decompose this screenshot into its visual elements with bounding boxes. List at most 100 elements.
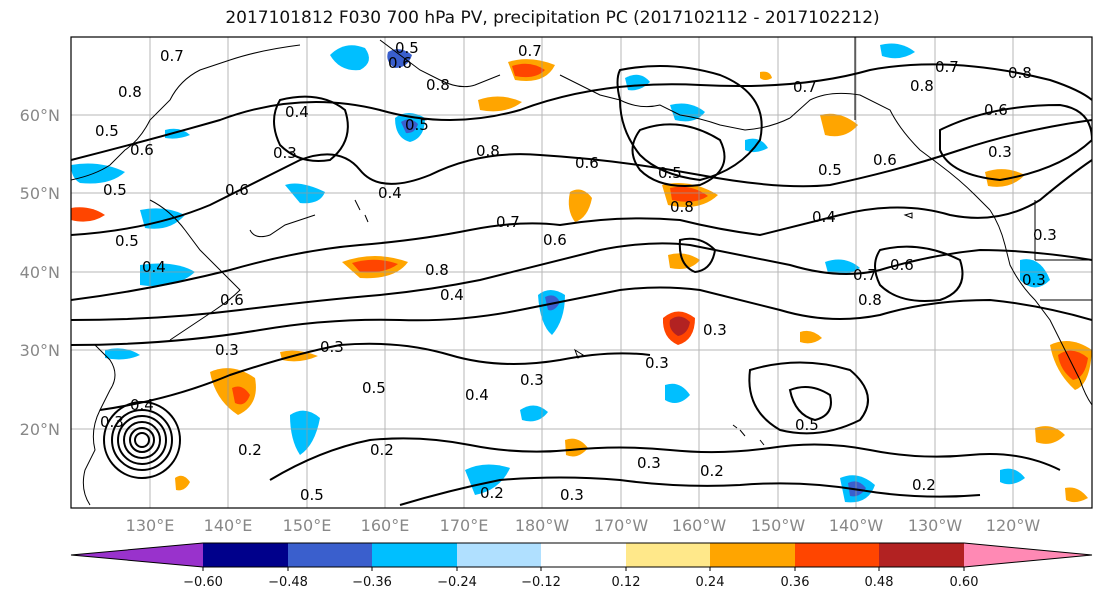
contour-label: 0.7: [853, 266, 877, 284]
contour-label: 0.2: [700, 462, 724, 480]
longitude-labels: 130°E 140°E 150°E 160°E 170°E 180°W 170°…: [126, 516, 1041, 535]
lon-label: 170°E: [440, 516, 489, 535]
precip-positive-patch: [175, 475, 190, 491]
precip-positive-patch: [1065, 487, 1088, 503]
contour-label: 0.6: [873, 151, 897, 169]
contour-label: 0.3: [645, 354, 669, 372]
contour-label: 0.6: [543, 231, 567, 249]
contour-label: 0.4: [285, 103, 309, 121]
contour-label: 0.8: [476, 142, 500, 160]
pv-contours: [71, 63, 1092, 506]
contour-label: 0.4: [812, 208, 836, 226]
colorbar-min-extension: [71, 543, 203, 567]
precip-positive-patch: [985, 169, 1025, 187]
contour-label: 0.3: [320, 338, 344, 356]
lon-label: 160°E: [361, 516, 410, 535]
precip-positive-patch: [1035, 426, 1065, 444]
contour-label: 0.5: [818, 161, 842, 179]
contour-label: 0.7: [935, 58, 959, 76]
lon-label: 180°W: [515, 516, 570, 535]
contour-labels: 0.7 0.5 0.6 0.8 0.7 0.8 0.5 0.6 0.4 0.3 …: [95, 39, 1057, 504]
contour-label: 0.7: [496, 213, 520, 231]
precip-negative-patch: [665, 383, 690, 404]
colorbar-segment: [457, 543, 541, 567]
precip-positive-patch: [568, 189, 592, 222]
contour-label: 0.4: [378, 184, 402, 202]
contour-label: 0.4: [440, 286, 464, 304]
colorbar-tick-label: −0.36: [352, 575, 392, 590]
contour-label: 0.6: [130, 141, 154, 159]
colorbar: −0.60 −0.48 −0.36 −0.24 −0.12 0.12 0.24 …: [70, 542, 1093, 590]
lon-label: 140°W: [829, 516, 884, 535]
colorbar-segment: [372, 543, 457, 567]
precip-positive-patch: [800, 330, 822, 344]
precip-positive-patch: [352, 259, 398, 273]
contour-label: 0.6: [575, 154, 599, 172]
precip-negative-patch: [387, 49, 412, 68]
colorbar-tick-label: 0.24: [696, 575, 725, 590]
contour-label: 0.8: [426, 76, 450, 94]
contour-label: 0.8: [118, 83, 142, 101]
contour-label: 0.3: [1033, 226, 1057, 244]
contour-label: 0.3: [703, 321, 727, 339]
contour-label: 0.3: [100, 413, 124, 431]
colorbar-tick-label: 0.12: [612, 575, 641, 590]
contour-label: 0.3: [520, 371, 544, 389]
contour-label: 0.5: [405, 116, 429, 134]
colorbar-tick-label: −0.48: [268, 575, 308, 590]
contour-label: 0.5: [115, 232, 139, 250]
cyclone-contours: [103, 401, 181, 479]
map-frame: [70, 36, 1093, 509]
contour-label: 0.8: [910, 77, 934, 95]
precip-positive-patch: [71, 207, 105, 222]
precip-positive-patch: [280, 350, 318, 362]
colorbar-tick-label: 0.36: [781, 575, 810, 590]
colorbar-segment: [710, 543, 795, 567]
precip-positive-patch: [760, 71, 772, 80]
precip-negative-patch: [1020, 259, 1050, 288]
contour-label: 0.6: [890, 256, 914, 274]
lat-label: 40°N: [20, 263, 60, 282]
lon-label: 170°W: [594, 516, 649, 535]
precip-negative-patch: [290, 410, 320, 455]
colorbar-segment: [203, 543, 288, 567]
precip-negative-patch: [670, 103, 705, 122]
contour-label: 0.7: [793, 78, 817, 96]
precip-negative-patch: [880, 43, 915, 59]
contour-label: 0.6: [220, 291, 244, 309]
colorbar-tick-label: 0.60: [950, 575, 979, 590]
contour-label: 0.5: [362, 379, 386, 397]
precip-negative-patch: [401, 119, 418, 134]
colorbar-segment: [795, 543, 879, 567]
colorbar-tick-label: −0.12: [521, 575, 561, 590]
precip-shading: [71, 43, 1092, 503]
lon-label: 150°W: [751, 516, 806, 535]
lat-label: 20°N: [20, 420, 60, 439]
latitude-labels: 60°N 50°N 40°N 30°N 20°N: [20, 106, 60, 439]
contour-label: 0.7: [518, 42, 542, 60]
contour-label: 0.2: [238, 441, 262, 459]
contour-label: 0.8: [1008, 64, 1032, 82]
contour-label: 0.5: [395, 39, 419, 57]
colorbar-segment: [288, 543, 372, 567]
contour-label: 0.3: [988, 143, 1012, 161]
precip-positive-patch: [669, 316, 690, 336]
contour-label: 0.7: [160, 47, 184, 65]
colorbar-tick-label: −0.24: [437, 575, 477, 590]
contour-label: 0.2: [370, 441, 394, 459]
precip-negative-patch: [825, 259, 860, 275]
colorbar-tick-label: 0.48: [865, 575, 894, 590]
contour-label: 0.6: [225, 181, 249, 199]
precip-negative-patch: [520, 405, 548, 422]
precip-negative-patch: [71, 163, 125, 184]
lon-label: 130°W: [908, 516, 963, 535]
contour-label: 0.2: [912, 476, 936, 494]
colorbar-segment: [626, 543, 710, 567]
contour-label: 0.2: [480, 484, 504, 502]
contour-label: 0.8: [670, 198, 694, 216]
precip-negative-patch: [465, 464, 510, 495]
contour-label: 0.4: [142, 258, 166, 276]
colorbar-segment: [879, 543, 964, 567]
precip-positive-patch: [232, 386, 250, 405]
